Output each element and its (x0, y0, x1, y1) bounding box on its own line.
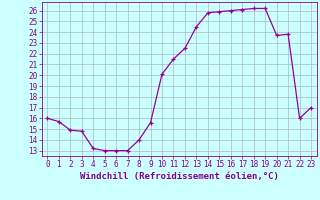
X-axis label: Windchill (Refroidissement éolien,°C): Windchill (Refroidissement éolien,°C) (80, 172, 279, 181)
